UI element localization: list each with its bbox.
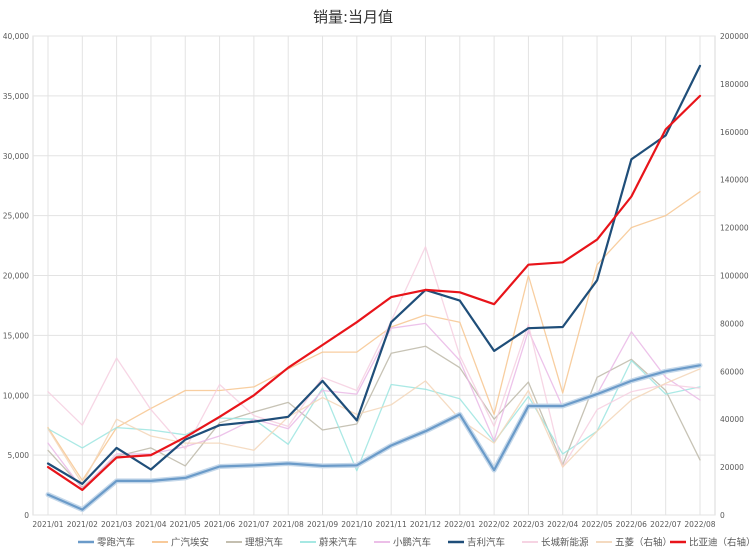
y-right-tick-label: 60000 <box>720 367 744 376</box>
y-left-tick-label: 40,000 <box>3 32 29 41</box>
y-right-tick-label: 120000 <box>720 224 749 233</box>
legend-label: 理想汽车 <box>245 537 283 549</box>
series-line <box>46 64 702 485</box>
series-line <box>47 246 701 468</box>
x-tick-label: 2021/09 <box>307 520 338 529</box>
y-right-tick-label: 100000 <box>720 272 749 281</box>
x-tick-label: 2021/06 <box>204 520 235 529</box>
x-tick-label: 2022/07 <box>650 520 681 529</box>
x-tick-label: 2021/12 <box>410 520 441 529</box>
legend-label: 吉利汽车 <box>467 537 505 549</box>
y-left-tick-label: 25,000 <box>3 212 29 221</box>
y-right-tick-label: 0 <box>720 511 725 520</box>
legend-label: 广汽埃安 <box>171 537 209 549</box>
y-right-tick-label: 140000 <box>720 176 749 185</box>
x-tick-label: 2021/03 <box>101 520 132 529</box>
x-tick-label: 2021/02 <box>67 520 98 529</box>
x-tick-label: 2022/01 <box>444 520 475 529</box>
y-left-tick-label: 5,000 <box>8 451 30 460</box>
x-tick-label: 2021/07 <box>238 520 269 529</box>
legend-label: 比亚迪（右轴） <box>689 537 750 549</box>
series-lines <box>45 64 703 513</box>
y-right-tick-label: 180000 <box>720 80 749 89</box>
legend-label: 零跑汽车 <box>97 537 135 549</box>
x-tick-label: 2022/04 <box>547 520 578 529</box>
legend-label: 长城新能源 <box>541 537 589 549</box>
y-left-tick-label: 0 <box>24 511 29 520</box>
x-tick-label: 2021/04 <box>135 520 166 529</box>
series-line <box>46 94 702 491</box>
x-tick-label: 2021/05 <box>170 520 201 529</box>
legend: 零跑汽车 广汽埃安 理想汽车 蔚来汽车 小鹏汽车 吉利汽车 长城新能源 五菱（右轴） 比亚迪（右… <box>78 537 750 549</box>
x-tick-label: 2022/02 <box>479 520 510 529</box>
y-right-tick-label: 160000 <box>720 128 749 137</box>
x-tick-label: 2021/08 <box>273 520 304 529</box>
series-line <box>47 191 701 481</box>
y-left-tick-label: 30,000 <box>3 152 29 161</box>
series-line <box>47 359 701 472</box>
y-left-tick-label: 10,000 <box>3 391 29 400</box>
y-left-tick-label: 20,000 <box>3 272 29 281</box>
y-right-tick-label: 80000 <box>720 319 744 328</box>
x-tick-label: 2022/08 <box>684 520 715 529</box>
x-tick-label: 2021/10 <box>341 520 372 529</box>
gridlines <box>32 35 716 516</box>
chart-title: 销量:当月值 <box>313 8 393 26</box>
x-tick-label: 2022/06 <box>616 520 647 529</box>
legend-label: 蔚来汽车 <box>319 537 357 549</box>
legend-label: 小鹏汽车 <box>393 537 431 549</box>
legend-label: 五菱（右轴） <box>615 537 672 549</box>
series-line <box>46 364 702 511</box>
x-tick-label: 2021/01 <box>32 520 63 529</box>
x-tick-label: 2021/11 <box>376 520 407 529</box>
x-tick-label: 2022/05 <box>581 520 612 529</box>
y-left-tick-label: 15,000 <box>3 331 29 340</box>
y-left-tick-label: 35,000 <box>3 92 29 101</box>
y-right-tick-label: 200000 <box>720 32 749 41</box>
y-right-tick-label: 40000 <box>720 415 744 424</box>
series-line <box>47 368 701 485</box>
axes: 0 5,000 10,000 15,000 20,000 25,000 30,000 35,0… <box>3 32 749 529</box>
y-right-tick-label: 20000 <box>720 463 744 472</box>
x-tick-label: 2022/03 <box>513 520 544 529</box>
